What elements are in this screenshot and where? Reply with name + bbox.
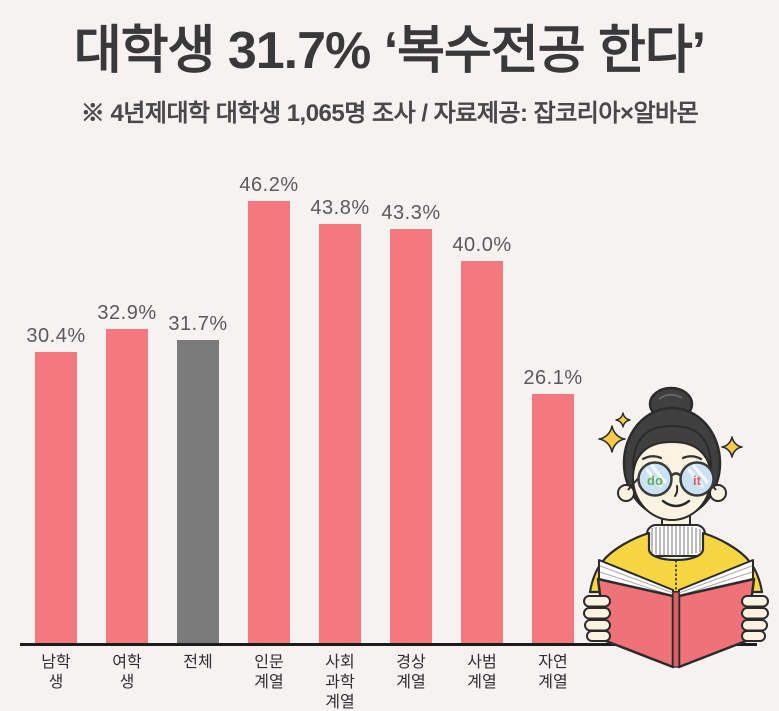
bar-column: 30.4% [26, 325, 85, 643]
glasses-text-do: do [647, 473, 663, 488]
bar-value-label: 46.2% [239, 174, 299, 197]
bar [35, 352, 77, 643]
bar-column: 26.1% [523, 367, 582, 643]
x-axis-line [20, 643, 757, 646]
category-label: 인문계열 [254, 654, 284, 691]
bar-value-label: 30.4% [26, 325, 86, 348]
bar [106, 328, 148, 643]
category-label: 여학생 [112, 654, 142, 691]
bar-column: 40.0% [452, 234, 511, 643]
bar-value-label: 43.3% [381, 202, 441, 225]
left-ear [617, 484, 635, 502]
bar-value-label: 31.7% [168, 312, 228, 335]
bar-column: 32.9% [97, 302, 156, 643]
bar [319, 224, 361, 643]
bar [461, 260, 503, 643]
turtleneck-collar [646, 524, 706, 557]
bar-value-label: 43.8% [310, 197, 370, 220]
category-label: 남학생 [41, 654, 71, 691]
bar-column: 43.3% [381, 202, 440, 643]
chart-subtitle: ※ 4년제대학 대학생 1,065명 조사 / 자료제공: 잡코리아×알바몬 [80, 100, 699, 127]
reading-girl-illustration: do it [583, 386, 769, 669]
bar [177, 339, 219, 643]
category-label: 사회과학 계열 [325, 654, 355, 711]
glasses-text-it: it [693, 473, 702, 488]
category-label: 전체 [183, 654, 213, 671]
category-label: 경상계열 [396, 654, 426, 691]
bar-value-label: 40.0% [452, 233, 512, 256]
round-glasses-icon: do it [637, 461, 715, 497]
bars-row: 30.4% 32.9% 31.7% 46.2% 43.8% 43.3% 40.0% 26.1% [26, 165, 582, 643]
bar [390, 229, 432, 643]
eyebrows [641, 455, 703, 461]
sparkle-icon [721, 436, 743, 458]
chart-title: 대학생 31.7% ‘복수전공 한다’ [73, 22, 706, 80]
bar [532, 393, 574, 643]
categories-row: 남학생 여학생 전체 인문계열 사회과학 계열 경상계열 사범계열 자연계열 [35, 653, 574, 711]
bar-column: 31.7% [168, 313, 227, 643]
sparkle-icon [615, 412, 631, 428]
sparkle-icon [598, 425, 626, 453]
category-label: 사범계열 [467, 654, 497, 691]
smile-mouth [661, 499, 691, 508]
left-hand [583, 595, 611, 642]
bar-value-label: 32.9% [97, 301, 157, 324]
right-hand [741, 595, 769, 642]
hair-fringe [632, 425, 712, 469]
bar [248, 201, 290, 643]
category-label: 자연계열 [538, 654, 568, 691]
bar-column: 43.8% [310, 197, 369, 643]
bar-value-label: 26.1% [523, 366, 583, 389]
nose [674, 485, 679, 497]
bar-column: 46.2% [239, 174, 298, 643]
